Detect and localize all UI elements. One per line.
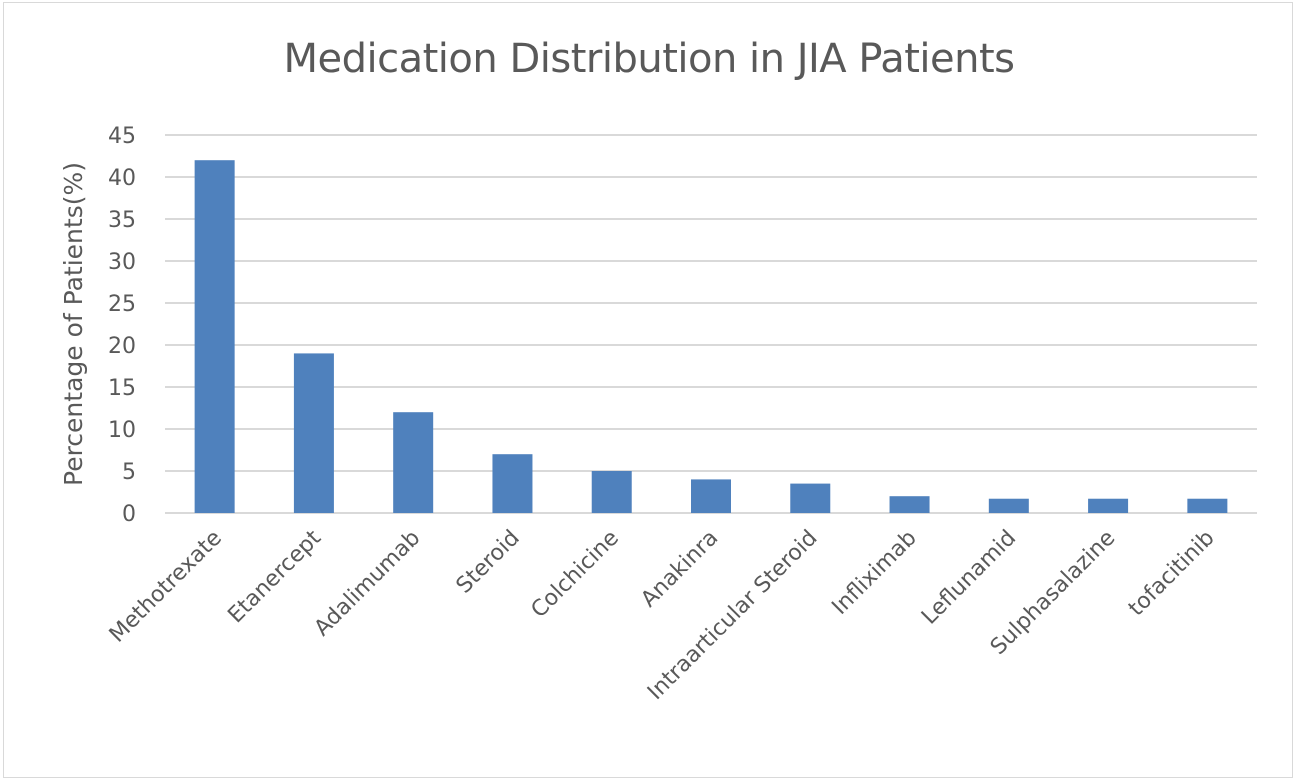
bars <box>194 160 1228 513</box>
bar-anakinra <box>691 479 731 513</box>
x-tick-label: tofacitinib <box>1124 526 1220 622</box>
bar-sulphasalazine <box>1088 498 1129 513</box>
chart-frame <box>3 2 1293 778</box>
y-tick-label: 30 <box>108 250 136 275</box>
bar-adalimumab <box>393 412 434 513</box>
x-tick-label: Methotrexate <box>105 526 227 648</box>
y-tick-label: 45 <box>108 124 136 149</box>
x-tick-label: Adalimumab <box>310 526 426 642</box>
y-tick-label: 0 <box>122 502 136 527</box>
bar-etanercept <box>293 353 334 513</box>
bar-methotrexate <box>194 160 235 513</box>
x-tick-label: Colchicine <box>527 526 624 623</box>
x-tick-label: Anakinra <box>636 526 723 613</box>
y-tick-label: 5 <box>122 460 136 485</box>
x-tick-label: Steroid <box>452 526 525 599</box>
y-axis-ticks: 0 5 10 15 20 25 30 35 40 45 <box>108 124 136 527</box>
bar-infliximab <box>889 496 930 513</box>
bar-steroid <box>492 454 533 513</box>
x-tick-label: Infliximab <box>827 526 921 620</box>
bar-tofacitinib <box>1187 498 1228 513</box>
y-tick-label: 25 <box>108 292 136 317</box>
bar-colchicine <box>591 471 632 513</box>
x-tick-label: Intraarticular Steroid <box>643 526 822 705</box>
bar-intraarticular-steroid <box>790 483 831 513</box>
chart-title: Medication Distribution in JIA Patients <box>283 36 1015 82</box>
x-tick-label: Etanercept <box>223 525 326 628</box>
y-tick-label: 15 <box>108 376 136 401</box>
y-tick-label: 40 <box>108 166 136 191</box>
y-tick-label: 20 <box>108 334 136 359</box>
y-tick-label: 10 <box>108 418 136 443</box>
bar-leflunamid <box>988 498 1029 513</box>
gridlines <box>165 134 1257 514</box>
y-tick-label: 35 <box>108 208 136 233</box>
x-tick-label: Leflunamid <box>917 526 1021 630</box>
y-axis-label: Percentage of Patients(%) <box>59 162 88 486</box>
